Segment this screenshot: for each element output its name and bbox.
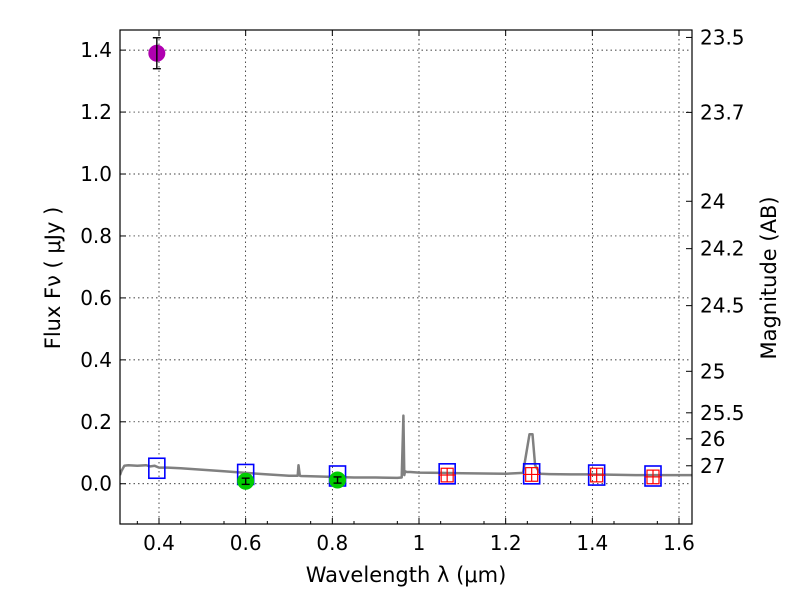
y-tick-label: 0.2 bbox=[80, 410, 112, 434]
y-tick-label: 0.8 bbox=[80, 224, 112, 248]
x-tick-label: 1.4 bbox=[576, 531, 608, 555]
detection-point bbox=[329, 471, 347, 489]
model-photometry-point bbox=[438, 463, 456, 485]
x-tick-label: 0.4 bbox=[143, 531, 175, 555]
upper-limit-point bbox=[523, 467, 541, 482]
right-tick-label: 25 bbox=[700, 359, 725, 383]
y-tick-label: 0.4 bbox=[80, 348, 112, 372]
plot-frame bbox=[119, 29, 693, 525]
right-tick-label: 23.5 bbox=[700, 25, 745, 49]
grid-lines bbox=[120, 30, 692, 524]
y-axis-label: Flux Fν ( μJy ) bbox=[41, 207, 65, 350]
right-tick-label: 23.7 bbox=[700, 100, 745, 124]
y-tick-label: 0.0 bbox=[80, 472, 112, 496]
right-tick-label: 25.5 bbox=[700, 401, 745, 425]
model-photometry-point bbox=[148, 457, 166, 480]
x-tick-label: 1.6 bbox=[663, 531, 695, 555]
upper-limit-point bbox=[588, 467, 606, 483]
right-tick-label: 24 bbox=[700, 189, 725, 213]
model-photometry-point bbox=[644, 465, 662, 487]
right-tick-label: 27 bbox=[700, 454, 725, 478]
x-axis-label: Wavelength λ (μm) bbox=[306, 563, 507, 587]
x-tick-label: 0.6 bbox=[230, 531, 262, 555]
upper-limit-point bbox=[644, 469, 662, 485]
model-photometry-point bbox=[522, 463, 541, 485]
detection-point bbox=[148, 37, 166, 70]
x-tick-label: 1 bbox=[413, 531, 426, 555]
y-tick-label: 1.0 bbox=[80, 162, 112, 186]
plot-content bbox=[120, 37, 692, 490]
axes: 0.4 0.6 0.8 1 1.2 1.4 1.6 0.0 0.2 0.4 0.6 0.8 1.0 1.2… bbox=[80, 25, 744, 555]
y-tick-label: 1.4 bbox=[80, 38, 112, 62]
detection-point bbox=[237, 472, 255, 490]
y-tick-label: 1.2 bbox=[80, 100, 112, 124]
right-tick-label: 24.2 bbox=[700, 237, 745, 261]
upper-limit-point bbox=[438, 467, 456, 483]
right-tick-label: 26 bbox=[700, 427, 725, 451]
y-tick-label: 0.6 bbox=[80, 286, 112, 310]
spectrum-line bbox=[120, 414, 692, 480]
right-tick-label: 24.5 bbox=[700, 294, 745, 318]
x-tick-label: 1.2 bbox=[490, 531, 522, 555]
right-axis-label: Magnitude (AB) bbox=[757, 196, 781, 359]
x-tick-label: 0.8 bbox=[316, 531, 348, 555]
